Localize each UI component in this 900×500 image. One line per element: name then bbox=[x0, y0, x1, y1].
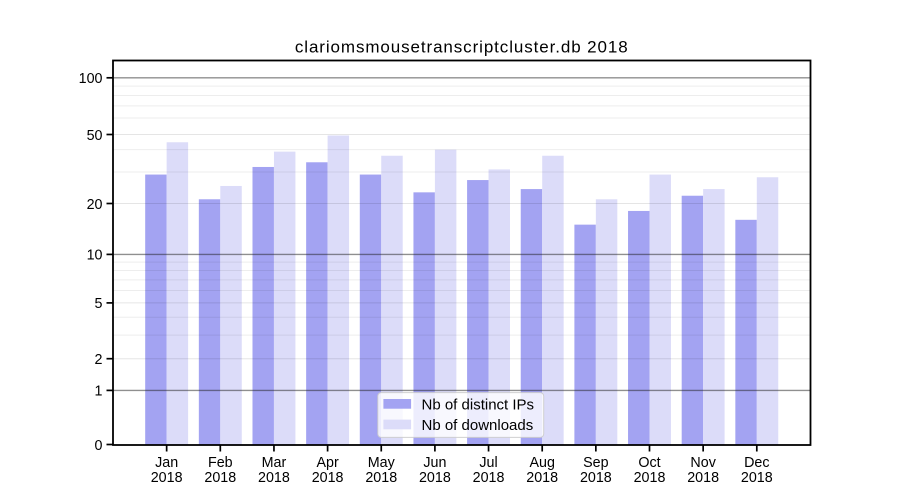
svg-text:0: 0 bbox=[95, 438, 103, 454]
svg-text:Jul: Jul bbox=[479, 455, 497, 471]
svg-text:Jun: Jun bbox=[423, 455, 446, 471]
svg-text:2018: 2018 bbox=[365, 470, 397, 486]
svg-text:clariomsmousetranscriptcluster: clariomsmousetranscriptcluster.db 2018 bbox=[295, 37, 629, 56]
svg-text:2: 2 bbox=[95, 352, 103, 368]
svg-text:2018: 2018 bbox=[634, 470, 666, 486]
svg-text:Jan: Jan bbox=[155, 455, 178, 471]
svg-text:2018: 2018 bbox=[687, 470, 719, 486]
svg-text:Nb of downloads: Nb of downloads bbox=[422, 417, 534, 434]
svg-text:2018: 2018 bbox=[258, 470, 290, 486]
svg-text:2018: 2018 bbox=[419, 470, 451, 486]
svg-text:Feb: Feb bbox=[208, 455, 233, 471]
svg-text:20: 20 bbox=[87, 197, 103, 213]
svg-text:May: May bbox=[368, 455, 396, 471]
svg-text:2018: 2018 bbox=[151, 470, 183, 486]
svg-text:2018: 2018 bbox=[473, 470, 505, 486]
svg-text:Mar: Mar bbox=[262, 455, 287, 471]
svg-text:10: 10 bbox=[87, 248, 103, 264]
svg-text:2018: 2018 bbox=[580, 470, 612, 486]
svg-text:100: 100 bbox=[79, 71, 103, 87]
svg-text:Oct: Oct bbox=[638, 455, 660, 471]
svg-text:Dec: Dec bbox=[744, 455, 769, 471]
svg-text:Sep: Sep bbox=[583, 455, 608, 471]
svg-text:50: 50 bbox=[87, 128, 103, 144]
svg-text:Aug: Aug bbox=[529, 455, 554, 471]
svg-text:Nov: Nov bbox=[690, 455, 716, 471]
svg-text:2018: 2018 bbox=[741, 470, 773, 486]
svg-text:2018: 2018 bbox=[526, 470, 558, 486]
svg-text:Nb of distinct IPs: Nb of distinct IPs bbox=[422, 396, 535, 413]
svg-text:5: 5 bbox=[95, 296, 103, 312]
svg-text:2018: 2018 bbox=[312, 470, 344, 486]
svg-text:Apr: Apr bbox=[316, 455, 338, 471]
svg-text:2018: 2018 bbox=[204, 470, 236, 486]
svg-text:1: 1 bbox=[95, 384, 103, 400]
